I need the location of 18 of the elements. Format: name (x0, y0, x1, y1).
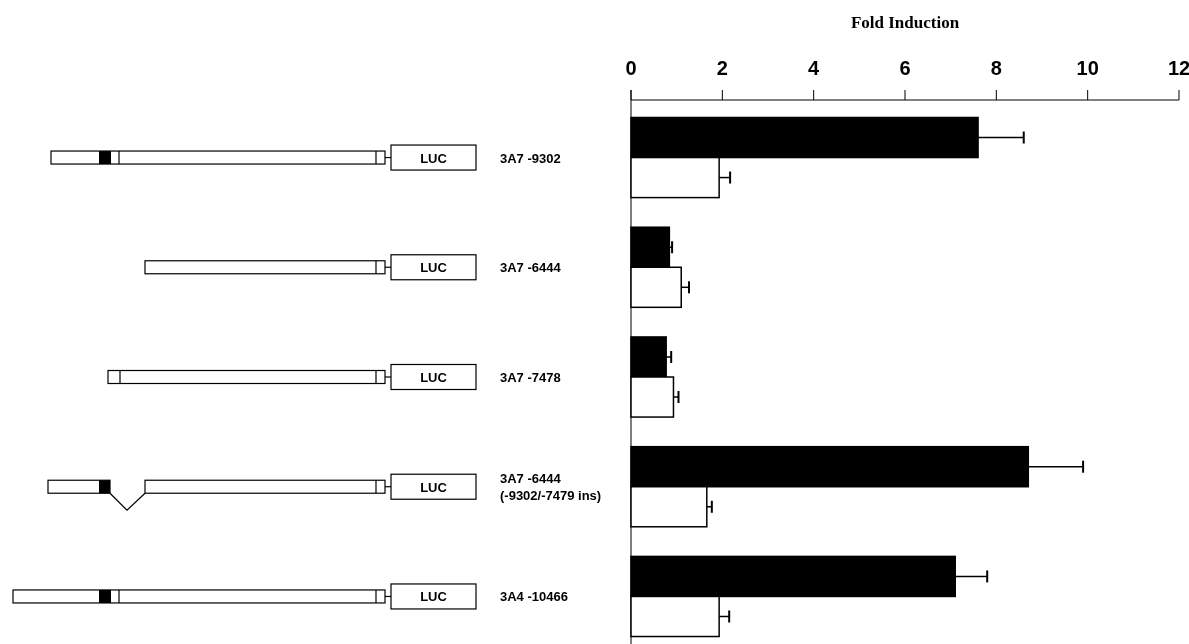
promoter-construct-diagram: LUC (144, 254, 477, 281)
promoter-construct-diagram: LUC (50, 144, 477, 171)
y-tick-label: 3A7 -7478 (500, 370, 561, 385)
x-tick-label: 0 (625, 57, 637, 79)
promoter-construct-diagram: LUC (47, 473, 477, 512)
x-tick-label: 8 (990, 57, 1002, 79)
promoter-construct-diagram: LUC (107, 363, 477, 391)
y-tick-label: 3A7 -9302 (500, 150, 561, 166)
y-tick-label: 3A7 -6444 (-9302/-7479 ins) (500, 471, 602, 504)
x-tick-label: 4 (808, 57, 821, 79)
x-tick-label: 12 (1167, 57, 1189, 79)
x-tick-label: 6 (899, 57, 911, 79)
x-tick-label: 10 (1076, 57, 1099, 79)
x-tick-label: 2 (716, 57, 728, 79)
y-tick-label: 3A4 -10466 (500, 589, 568, 605)
x-axis-title: Fold Induction (850, 13, 960, 32)
y-tick-label: 3A7 -6444 (500, 260, 562, 276)
promoter-construct-diagram: LUC (12, 583, 477, 610)
